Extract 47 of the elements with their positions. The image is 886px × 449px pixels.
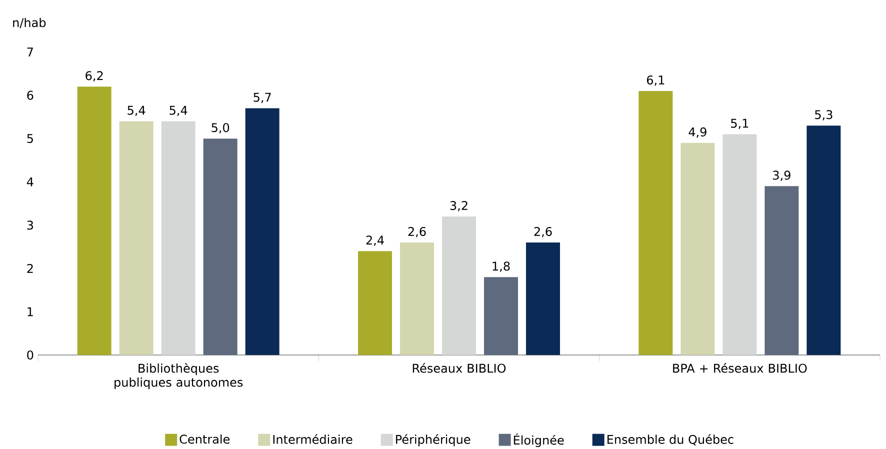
data-label: 5,4 — [170, 106, 188, 116]
legend-label: Centrale — [180, 434, 230, 444]
bar — [442, 216, 476, 355]
bar — [203, 138, 238, 355]
data-label: 3,9 — [773, 170, 790, 181]
y-tick-label: 7 — [27, 48, 33, 56]
bar — [77, 86, 112, 355]
bar — [806, 126, 841, 355]
y-tick-label: 4 — [26, 177, 34, 186]
bar — [484, 277, 518, 355]
bar — [400, 242, 434, 355]
data-label: 2,4 — [366, 236, 384, 246]
y-axis-title: n/hab — [13, 18, 46, 28]
data-label: 1,8 — [492, 262, 510, 272]
data-label: 6,2 — [86, 71, 103, 82]
legend-label: Ensemble du Québec — [608, 434, 734, 446]
legend-label: Intermédiaire — [273, 434, 352, 444]
data-label: 4,9 — [688, 127, 706, 138]
y-tick-label: 6 — [27, 90, 34, 100]
x-tick-label: BPA + Réseaux BIBLIO — [673, 363, 807, 373]
bar — [526, 242, 560, 355]
bar — [680, 142, 715, 355]
bar — [764, 186, 799, 355]
data-label: 2,6 — [408, 226, 426, 238]
data-label: 5,7 — [254, 92, 271, 104]
bar — [638, 90, 673, 355]
bar — [722, 134, 757, 355]
y-tick-label: 1 — [28, 307, 33, 316]
data-label: 5,0 — [212, 123, 230, 134]
bar — [358, 251, 392, 355]
data-label: 6,1 — [646, 75, 664, 86]
data-label: 5,4 — [128, 106, 146, 116]
data-label: 5,3 — [815, 110, 832, 120]
y-tick-label: 0 — [27, 350, 34, 360]
data-label: 3,2 — [450, 200, 468, 212]
bar — [161, 121, 196, 355]
x-tick-label: Bibliothèques publiques autonomes — [114, 363, 243, 390]
bar — [245, 108, 280, 355]
x-tick-label: Réseaux BIBLIO — [412, 363, 506, 373]
data-label: 2,6 — [534, 226, 552, 238]
bar — [119, 121, 154, 355]
y-tick-label: 3 — [27, 220, 34, 230]
y-tick-label: 2 — [27, 264, 33, 273]
data-label: 5,1 — [731, 118, 748, 130]
legend-label: Éloignée — [514, 433, 564, 448]
legend-label: Périphérique — [396, 434, 470, 446]
y-tick-label: 5 — [27, 134, 33, 144]
